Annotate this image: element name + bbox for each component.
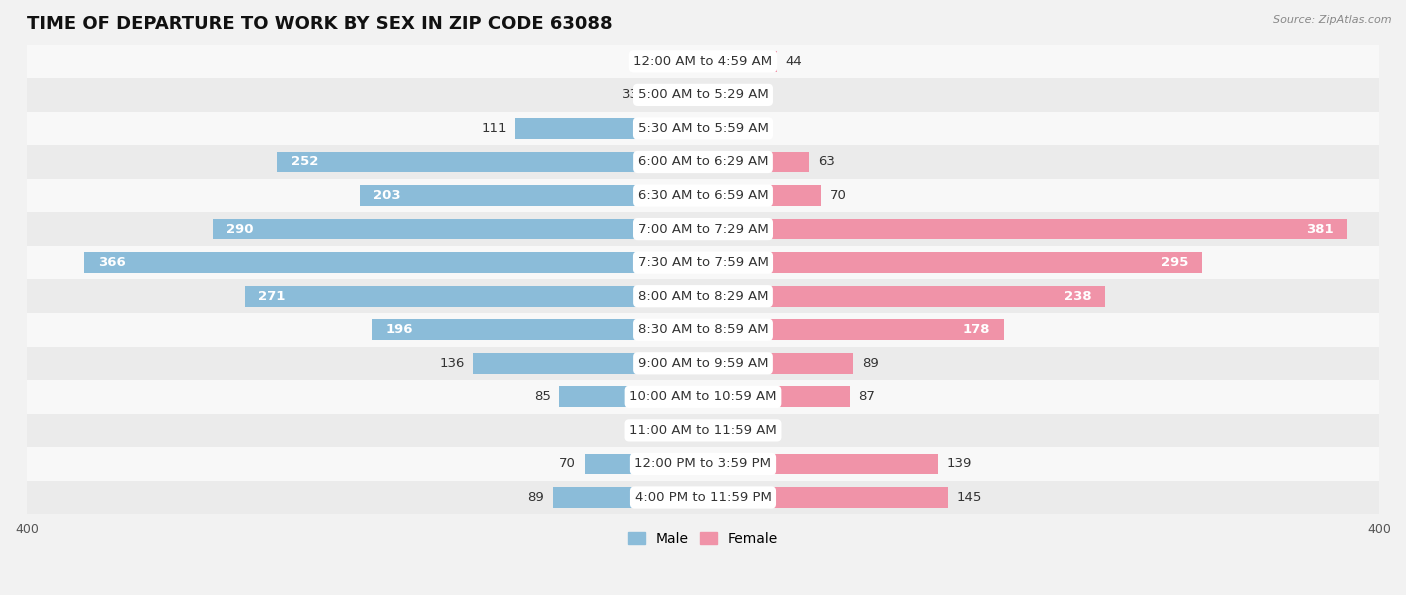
Text: 8:30 AM to 8:59 AM: 8:30 AM to 8:59 AM — [638, 323, 768, 336]
Text: 63: 63 — [818, 155, 835, 168]
Bar — [703, 219, 1347, 240]
Bar — [703, 353, 853, 374]
Text: 366: 366 — [98, 256, 125, 269]
Text: 89: 89 — [527, 491, 544, 504]
Bar — [703, 152, 810, 173]
Bar — [27, 145, 1379, 178]
Bar — [703, 252, 1202, 273]
Text: 4:00 PM to 11:59 PM: 4:00 PM to 11:59 PM — [634, 491, 772, 504]
Bar — [27, 178, 1379, 212]
Text: 111: 111 — [481, 122, 508, 135]
Bar — [212, 219, 703, 240]
Text: 252: 252 — [291, 155, 318, 168]
Bar — [84, 252, 703, 273]
Text: 178: 178 — [963, 323, 990, 336]
Text: 145: 145 — [956, 491, 981, 504]
Text: 0: 0 — [717, 89, 725, 101]
Bar — [703, 185, 821, 206]
Legend: Male, Female: Male, Female — [623, 527, 783, 552]
Bar — [360, 185, 703, 206]
Text: 44: 44 — [786, 55, 803, 68]
Text: 16: 16 — [651, 55, 668, 68]
Text: 70: 70 — [560, 458, 576, 471]
Bar — [27, 212, 1379, 246]
Bar — [703, 51, 778, 72]
Bar — [245, 286, 703, 306]
Bar — [277, 152, 703, 173]
Text: 11:00 AM to 11:59 AM: 11:00 AM to 11:59 AM — [628, 424, 778, 437]
Bar — [27, 78, 1379, 112]
Text: 271: 271 — [259, 290, 285, 303]
Text: 70: 70 — [830, 189, 846, 202]
Bar — [516, 118, 703, 139]
Bar — [703, 453, 938, 474]
Bar — [27, 346, 1379, 380]
Text: 295: 295 — [1161, 256, 1188, 269]
Text: 87: 87 — [859, 390, 876, 403]
Text: 85: 85 — [534, 390, 551, 403]
Text: 24: 24 — [752, 122, 769, 135]
Bar — [560, 387, 703, 407]
Text: 0: 0 — [717, 424, 725, 437]
Text: 10:00 AM to 10:59 AM: 10:00 AM to 10:59 AM — [630, 390, 776, 403]
Text: 89: 89 — [862, 357, 879, 370]
Bar — [27, 313, 1379, 346]
Text: 0: 0 — [681, 424, 689, 437]
Bar — [27, 481, 1379, 514]
Text: 139: 139 — [946, 458, 972, 471]
Text: 381: 381 — [1306, 223, 1333, 236]
Text: 6:30 AM to 6:59 AM: 6:30 AM to 6:59 AM — [638, 189, 768, 202]
Text: Source: ZipAtlas.com: Source: ZipAtlas.com — [1274, 15, 1392, 25]
Bar — [703, 320, 1004, 340]
Text: 9:00 AM to 9:59 AM: 9:00 AM to 9:59 AM — [638, 357, 768, 370]
Text: 7:30 AM to 7:59 AM: 7:30 AM to 7:59 AM — [637, 256, 769, 269]
Bar — [676, 51, 703, 72]
Bar — [474, 353, 703, 374]
Text: 136: 136 — [439, 357, 465, 370]
Bar — [647, 84, 703, 105]
Bar — [703, 387, 851, 407]
Bar — [371, 320, 703, 340]
Text: TIME OF DEPARTURE TO WORK BY SEX IN ZIP CODE 63088: TIME OF DEPARTURE TO WORK BY SEX IN ZIP … — [27, 15, 613, 33]
Text: 7:00 AM to 7:29 AM: 7:00 AM to 7:29 AM — [638, 223, 768, 236]
Bar — [27, 280, 1379, 313]
Text: 5:00 AM to 5:29 AM: 5:00 AM to 5:29 AM — [638, 89, 768, 101]
Bar — [703, 118, 744, 139]
Bar — [27, 45, 1379, 78]
Text: 290: 290 — [226, 223, 254, 236]
Bar — [27, 447, 1379, 481]
Bar — [553, 487, 703, 508]
Text: 6:00 AM to 6:29 AM: 6:00 AM to 6:29 AM — [638, 155, 768, 168]
Bar — [703, 487, 948, 508]
Bar — [27, 380, 1379, 414]
Bar — [27, 112, 1379, 145]
Text: 12:00 AM to 4:59 AM: 12:00 AM to 4:59 AM — [634, 55, 772, 68]
Text: 196: 196 — [385, 323, 413, 336]
Text: 203: 203 — [374, 189, 401, 202]
Text: 5:30 AM to 5:59 AM: 5:30 AM to 5:59 AM — [637, 122, 769, 135]
Text: 12:00 PM to 3:59 PM: 12:00 PM to 3:59 PM — [634, 458, 772, 471]
Text: 8:00 AM to 8:29 AM: 8:00 AM to 8:29 AM — [638, 290, 768, 303]
Text: 238: 238 — [1064, 290, 1091, 303]
Text: 33: 33 — [621, 89, 638, 101]
Bar — [703, 286, 1105, 306]
Bar — [27, 414, 1379, 447]
Bar — [585, 453, 703, 474]
Bar — [27, 246, 1379, 280]
